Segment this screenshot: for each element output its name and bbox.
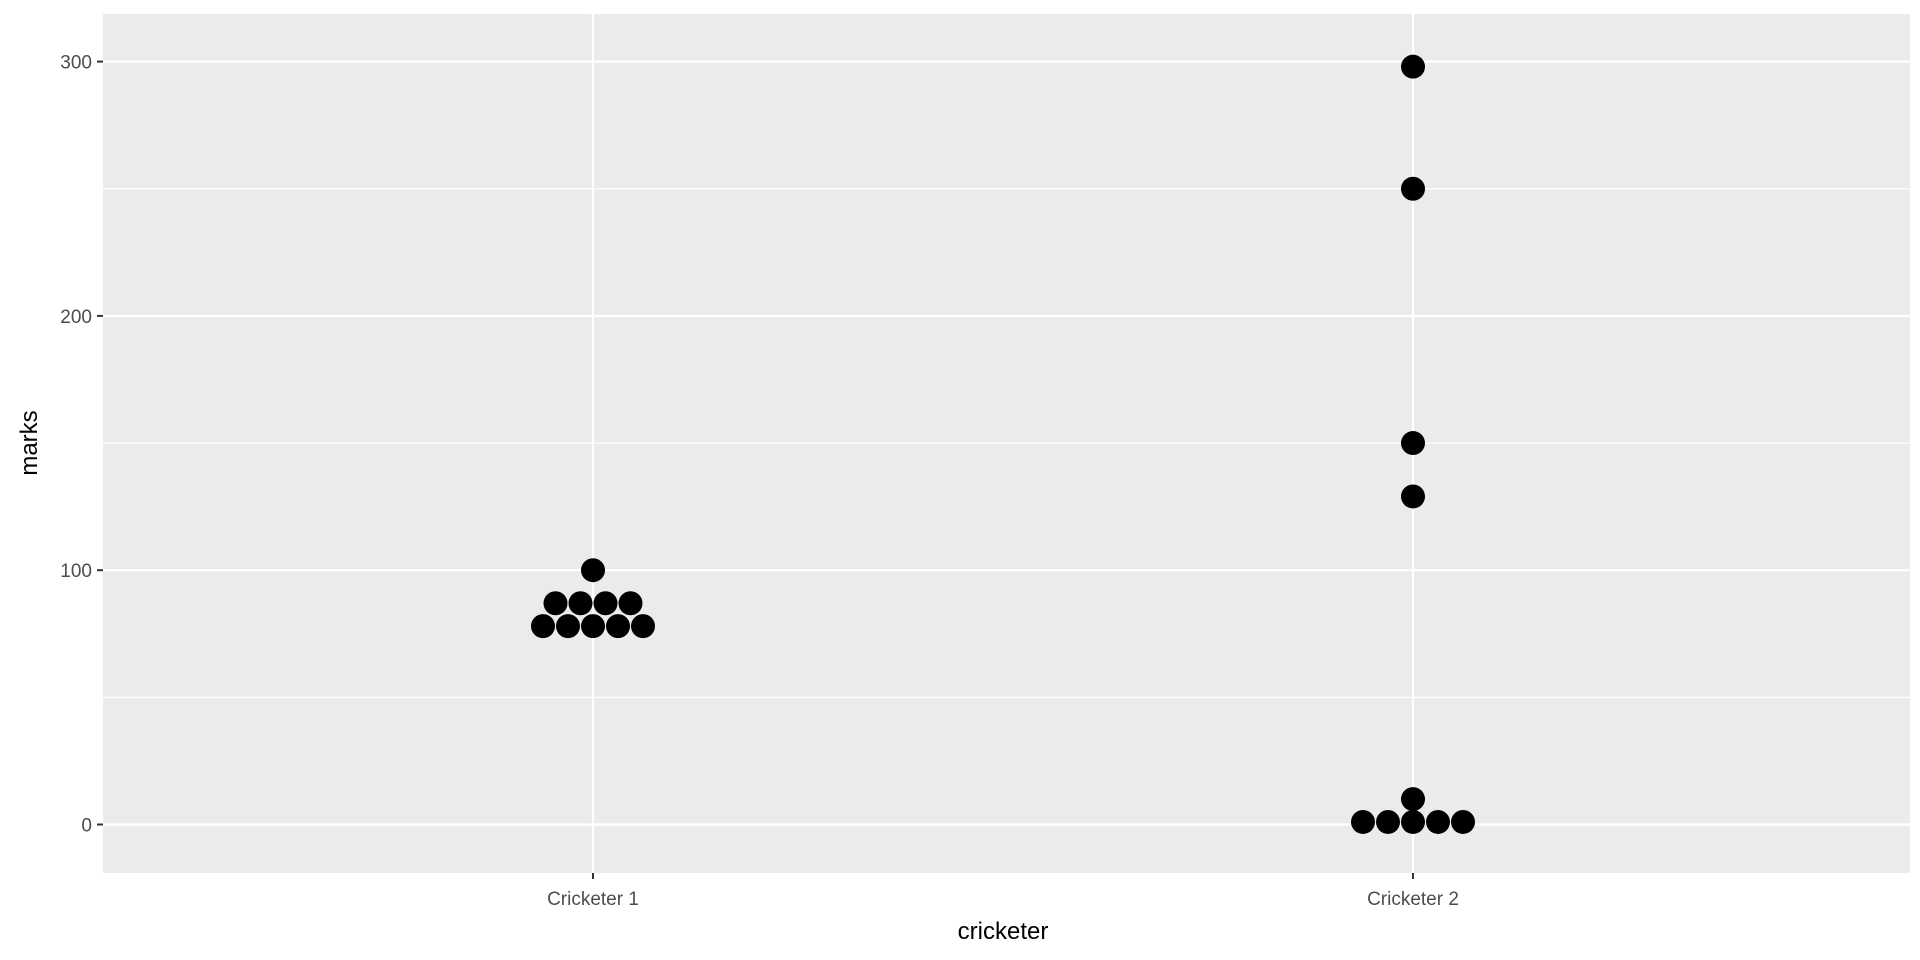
data-point xyxy=(1401,176,1425,201)
data-point xyxy=(631,614,655,639)
y-tick-label: 100 xyxy=(60,561,92,582)
data-point xyxy=(1376,809,1400,834)
y-tick-label: 200 xyxy=(60,307,92,328)
y-tick-label: 0 xyxy=(81,816,92,837)
x-tick-label: Cricketer 1 xyxy=(547,889,639,910)
data-point xyxy=(531,614,555,639)
data-point xyxy=(1426,809,1450,834)
data-point xyxy=(556,614,580,639)
data-point xyxy=(581,614,605,639)
data-point xyxy=(618,591,643,616)
data-point xyxy=(1401,787,1425,812)
data-point xyxy=(1401,431,1425,456)
data-point xyxy=(1351,809,1375,834)
data-point xyxy=(568,591,593,616)
y-axis: 0 100 200 300 xyxy=(60,53,103,837)
data-point xyxy=(606,614,630,639)
data-point xyxy=(1401,484,1425,509)
x-tick-label: Cricketer 2 xyxy=(1367,889,1459,910)
x-axis-title: cricketer xyxy=(958,918,1049,945)
x-axis: Cricketer 1 Cricketer 2 xyxy=(547,873,1459,910)
minor-gridlines xyxy=(103,188,1910,698)
data-point xyxy=(1401,809,1425,834)
data-points xyxy=(531,54,1475,834)
data-point xyxy=(1451,809,1475,834)
major-gridlines xyxy=(103,14,1910,873)
data-point xyxy=(543,591,568,616)
y-tick-label: 300 xyxy=(60,53,92,74)
data-point xyxy=(581,558,605,583)
data-point xyxy=(1401,54,1425,79)
data-point xyxy=(593,591,618,616)
y-axis-title: marks xyxy=(16,410,43,475)
